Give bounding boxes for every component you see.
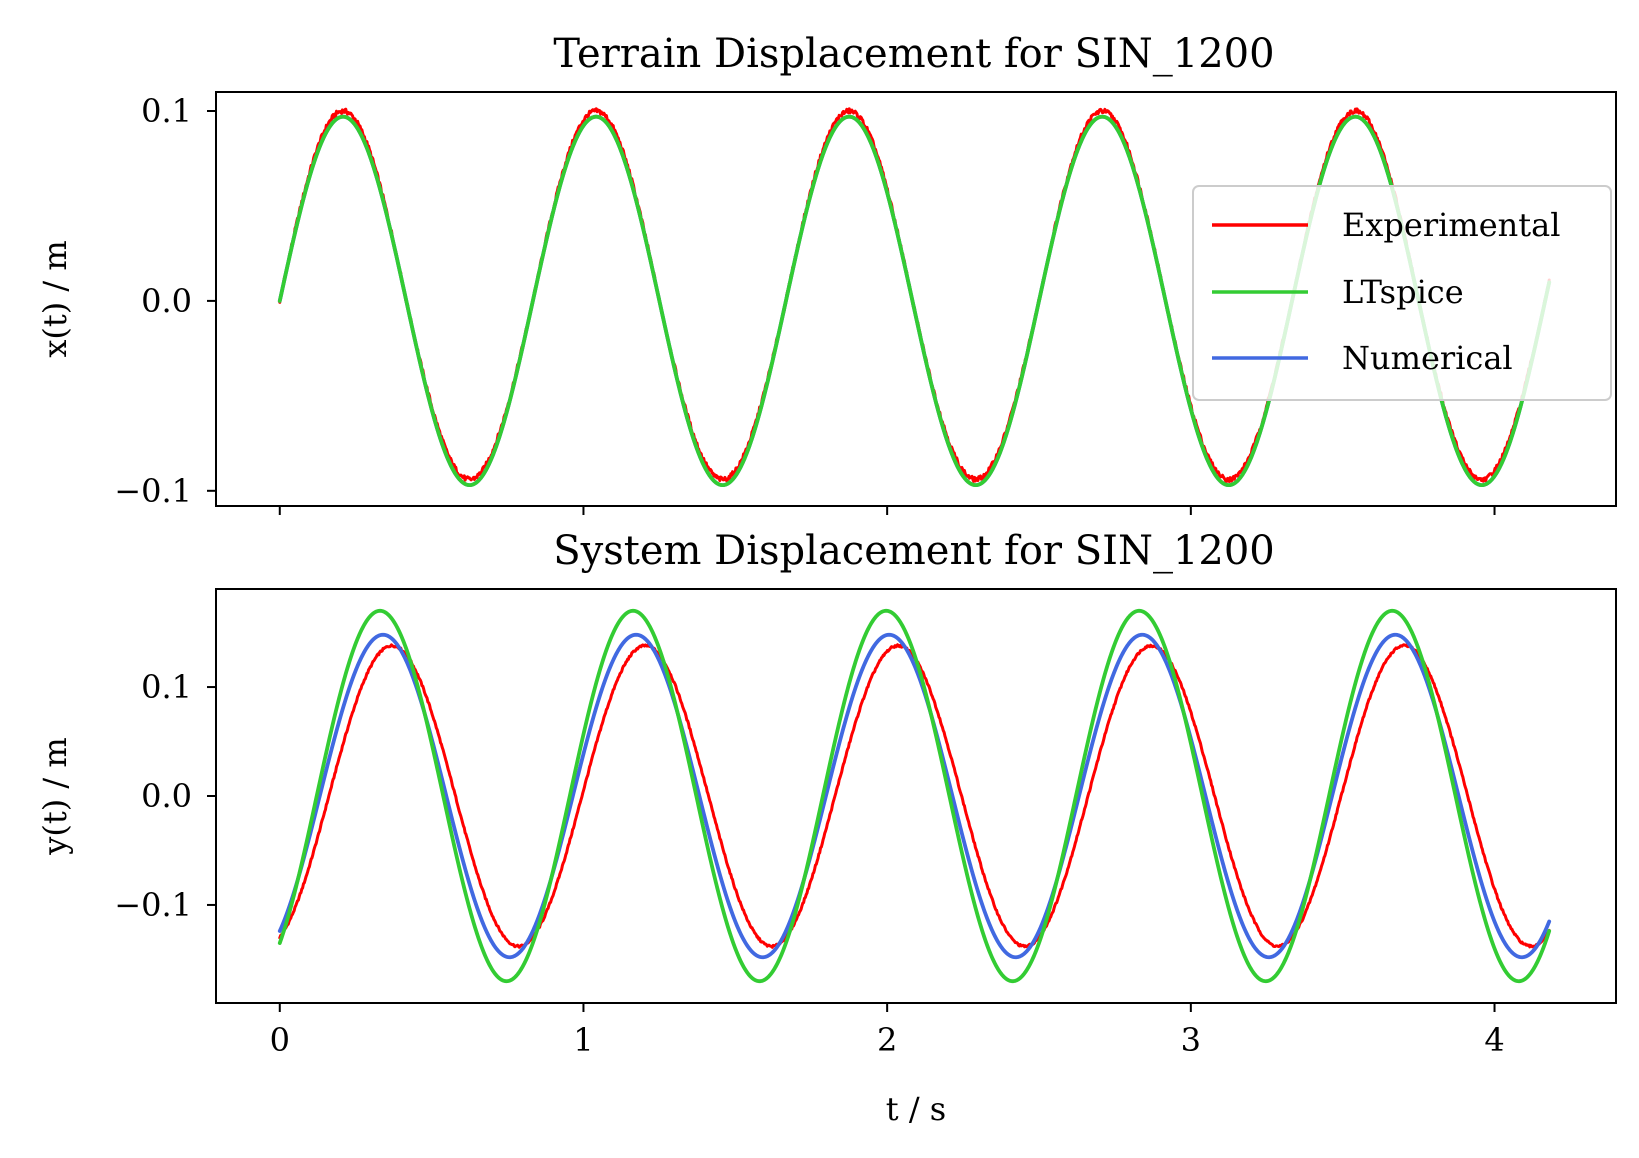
terrain-subplot: Terrain Displacement for SIN_1200 −0.1 0.… <box>36 31 1617 515</box>
legend-label-experimental: Experimental <box>1342 206 1560 244</box>
system-series-group <box>277 608 1552 984</box>
system-series-numerical <box>277 632 1552 960</box>
system-x-tick-label-1: 1 <box>573 1021 593 1059</box>
terrain-chart-title: Terrain Displacement for SIN_1200 <box>553 31 1274 77</box>
system-x-axis-label: t / s <box>886 1090 946 1128</box>
system-y-tick-label-1: 0.0 <box>141 777 192 815</box>
system-chart-title: System Displacement for SIN_1200 <box>553 528 1275 574</box>
legend: Experimental LTspice Numerical <box>1192 185 1612 401</box>
terrain-y-axis-label: x(t) / m <box>36 240 74 357</box>
terrain-ticks: −0.1 0.0 0.1 <box>114 92 1496 515</box>
terrain-y-tick-label-2: 0.1 <box>141 92 192 130</box>
system-y-tick-label-0: −0.1 <box>114 886 192 924</box>
terrain-y-tick-label-0: −0.1 <box>114 472 192 510</box>
system-x-tick-label-3: 3 <box>1181 1021 1201 1059</box>
system-x-tick-label-0: 0 <box>270 1021 290 1059</box>
system-ticks: 0 1 2 3 4 −0.1 0.0 0.1 <box>114 668 1504 1059</box>
system-series-ltspice <box>277 608 1552 984</box>
system-x-tick-label-2: 2 <box>877 1021 897 1059</box>
system-subplot: System Displacement for SIN_1200 0 1 2 3 4 −0… <box>36 528 1617 1128</box>
terrain-series-group <box>277 107 1552 488</box>
legend-box <box>1192 185 1612 401</box>
system-x-tick-label-4: 4 <box>1484 1021 1504 1059</box>
terrain-y-tick-label-1: 0.0 <box>141 282 192 320</box>
terrain-plot-frame <box>215 91 1617 507</box>
system-y-tick-label-2: 0.1 <box>141 668 192 706</box>
legend-label-numerical: Numerical <box>1342 339 1513 377</box>
terrain-series-ltspice <box>277 114 1552 488</box>
system-y-axis-label: y(t) / m <box>36 737 74 855</box>
legend-label-ltspice: LTspice <box>1342 273 1464 311</box>
